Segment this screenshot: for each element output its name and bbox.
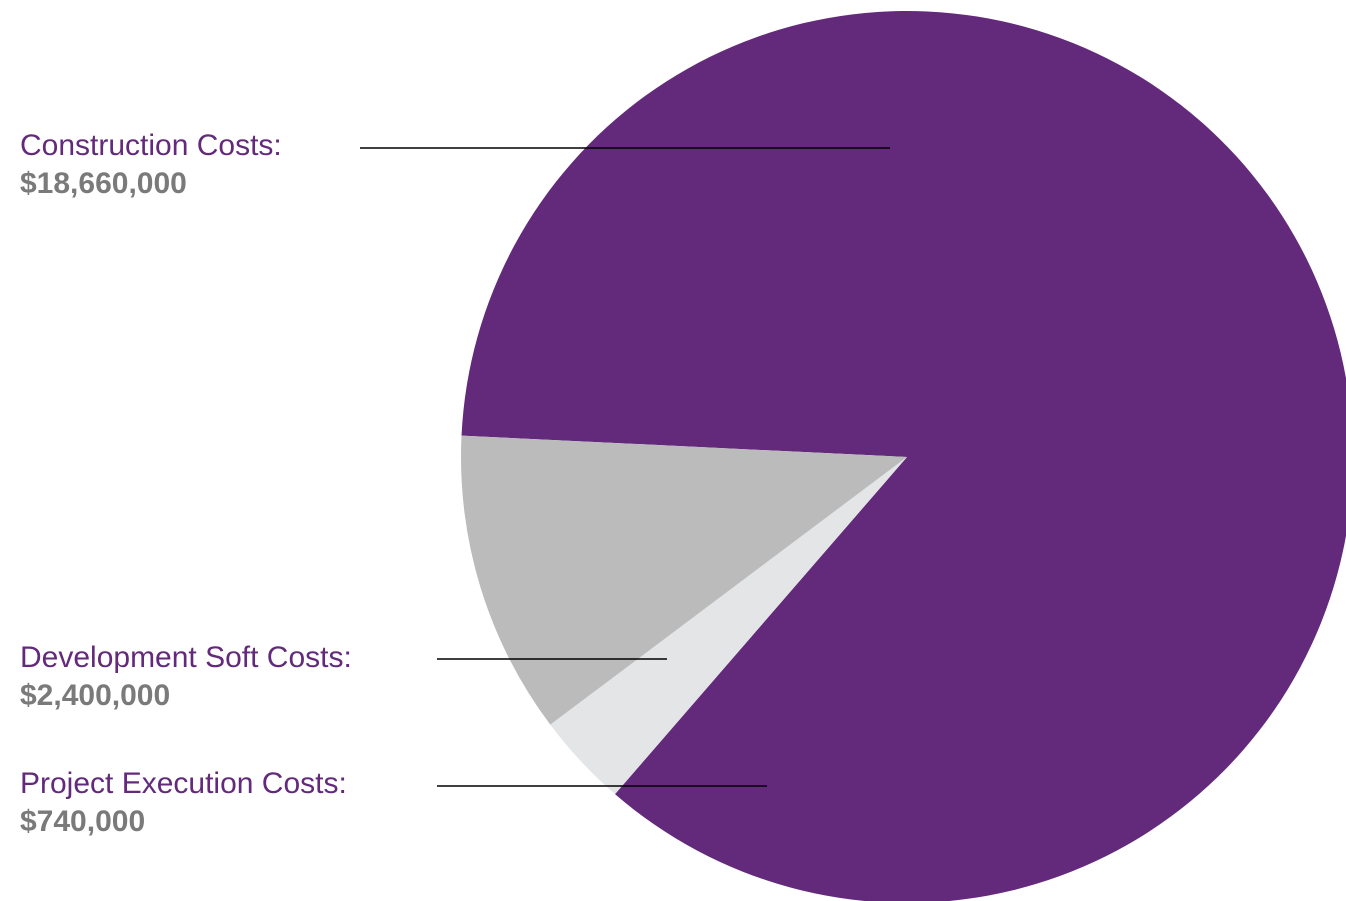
pie-slice-development [460, 435, 907, 725]
pie-slice-construction [461, 11, 1346, 901]
construction-costs-value: $18,660,000 [20, 167, 187, 200]
development-soft-costs-value: $2,400,000 [20, 679, 171, 712]
project-execution-costs-label: Project Execution Costs: [20, 767, 347, 800]
leader-lines [360, 147, 890, 787]
pie-slices [460, 11, 1346, 901]
slice-label-development: Development Soft Costs: $2,400,000 [20, 643, 352, 711]
project-execution-costs-value: $740,000 [20, 805, 146, 838]
slice-label-execution: Project Execution Costs: $740,000 [20, 769, 347, 837]
pie-slice-execution [550, 457, 907, 795]
development-soft-costs-label: Development Soft Costs: [20, 641, 352, 674]
slice-label-construction: Construction Costs: $18,660,000 [20, 131, 282, 199]
construction-costs-label: Construction Costs: [20, 129, 282, 162]
